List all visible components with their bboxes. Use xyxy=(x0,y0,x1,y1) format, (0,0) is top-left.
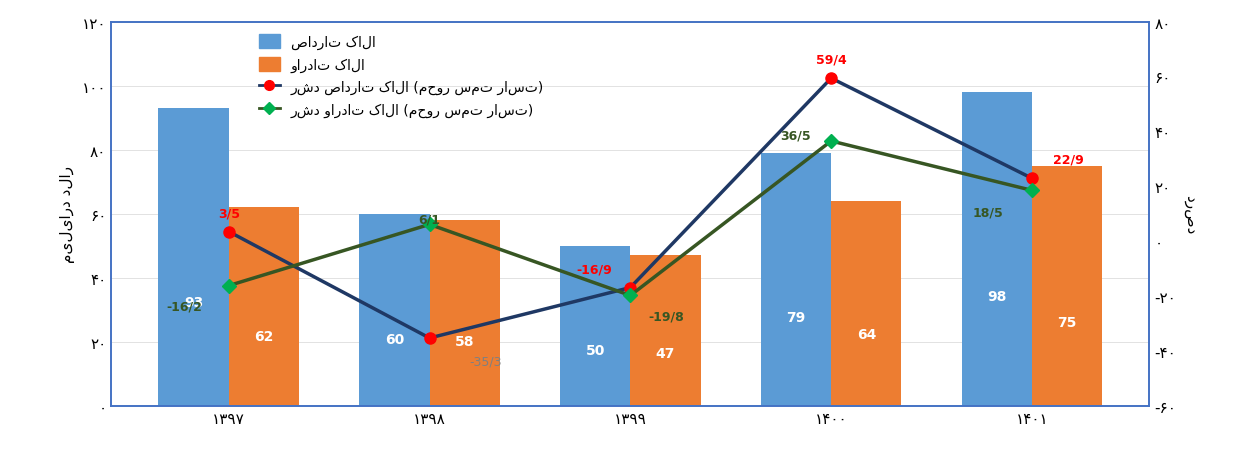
Text: 59/4: 59/4 xyxy=(816,54,847,67)
Text: 62: 62 xyxy=(255,330,273,344)
Text: 3/5: 3/5 xyxy=(218,207,240,220)
Bar xyxy=(1032,166,1103,406)
Bar xyxy=(360,214,430,406)
Y-axis label: میلیارد دلار: میلیارد دلار xyxy=(59,166,75,262)
Text: -19/8: -19/8 xyxy=(649,309,685,322)
Legend: صادرات کالا, واردات کالا, رشد صادرات کالا (محور سمت راست), رشد واردات کالا (محور: صادرات کالا, واردات کالا, رشد صادرات کال… xyxy=(253,29,550,123)
Bar xyxy=(229,208,299,406)
Bar xyxy=(630,256,701,406)
Bar xyxy=(962,93,1032,406)
Bar xyxy=(158,109,229,406)
Text: 60: 60 xyxy=(384,332,404,346)
Text: 98: 98 xyxy=(988,290,1006,304)
Text: 79: 79 xyxy=(786,311,806,325)
Text: -16/9: -16/9 xyxy=(576,262,612,276)
Bar xyxy=(831,202,901,406)
Text: 64: 64 xyxy=(857,327,876,341)
Text: 36/5: 36/5 xyxy=(780,129,811,143)
Text: 18/5: 18/5 xyxy=(973,206,1004,219)
Bar xyxy=(560,246,630,406)
Text: 58: 58 xyxy=(455,334,475,348)
Text: 47: 47 xyxy=(656,346,675,360)
Text: -16/2: -16/2 xyxy=(167,299,203,313)
Bar xyxy=(430,221,499,406)
Text: 22/9: 22/9 xyxy=(1053,154,1084,166)
Text: 93: 93 xyxy=(184,295,203,309)
Text: 6/1: 6/1 xyxy=(419,212,440,226)
Text: 50: 50 xyxy=(586,343,604,357)
Text: 75: 75 xyxy=(1058,315,1077,329)
Text: -35/3: -35/3 xyxy=(470,354,502,368)
Bar xyxy=(761,153,831,406)
Y-axis label: درصد: درصد xyxy=(1183,194,1198,234)
